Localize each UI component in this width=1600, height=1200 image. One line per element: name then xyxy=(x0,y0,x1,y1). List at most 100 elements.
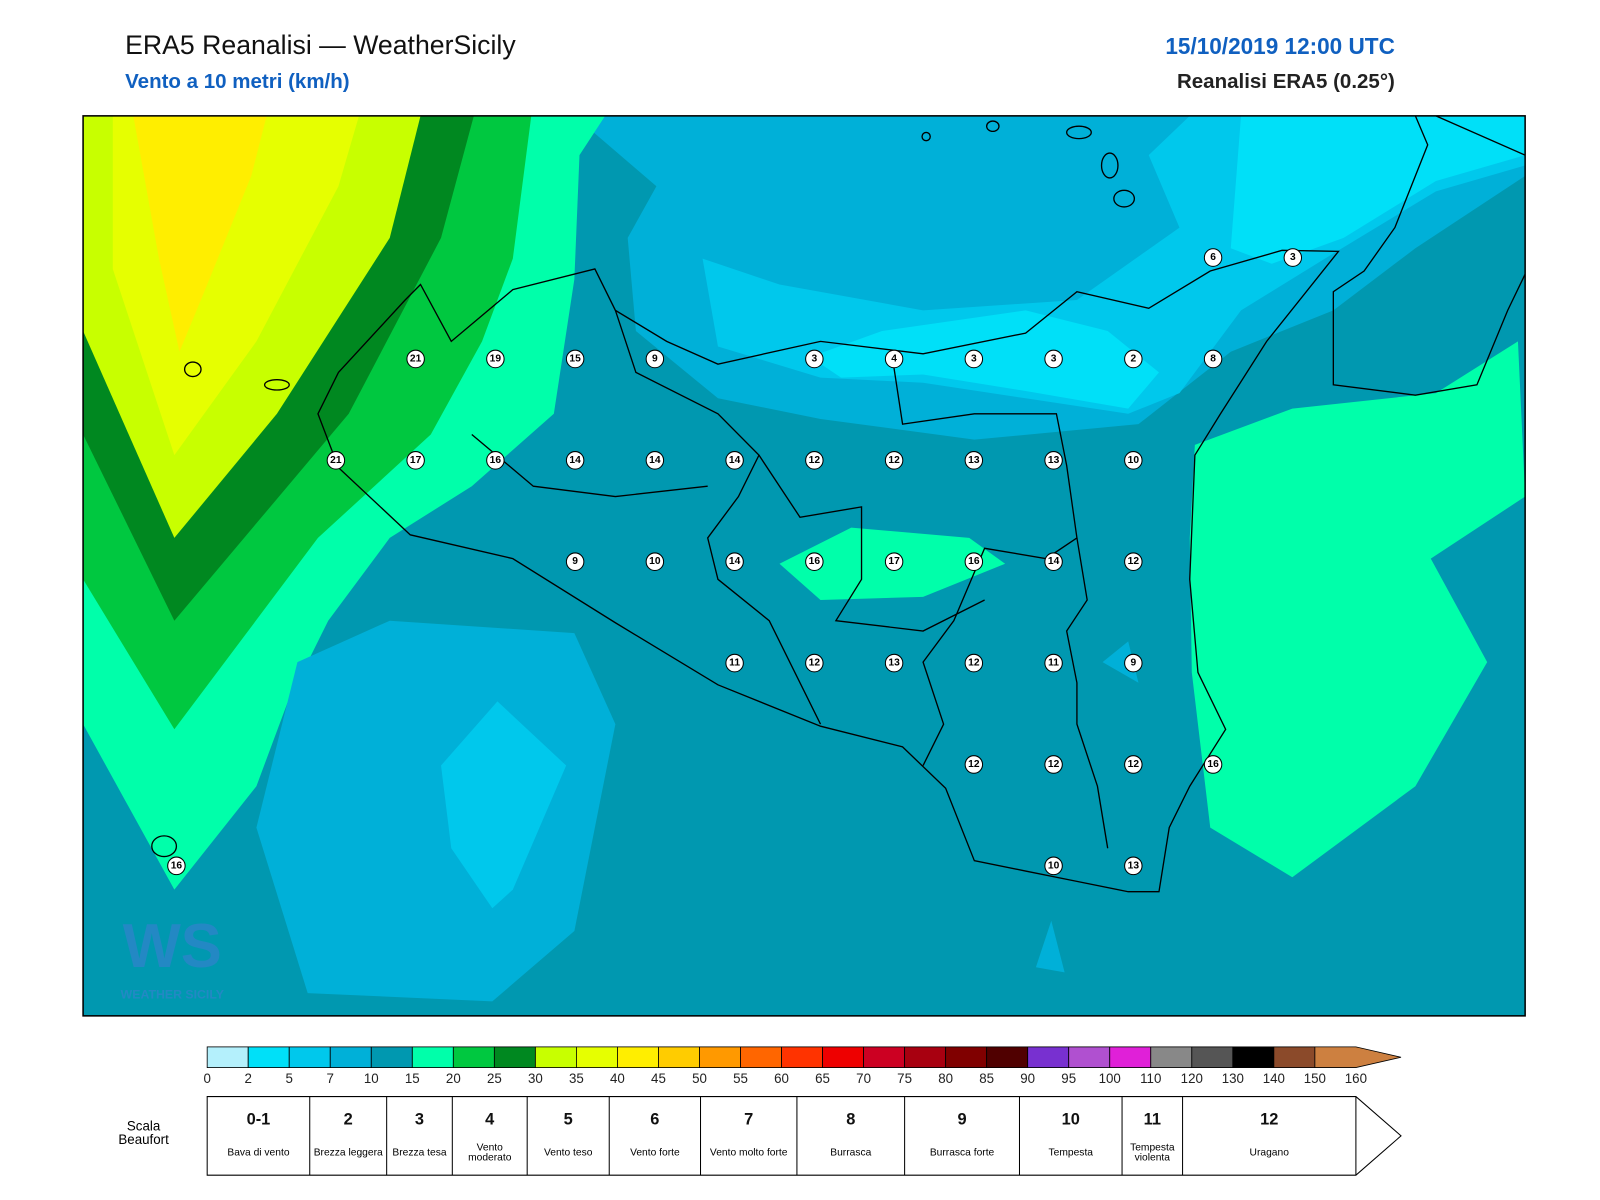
beaufort-scale: Scala Beaufort 0-1 Bava di vento 2 Brezza l… xyxy=(118,1096,1402,1176)
station-marker xyxy=(1124,552,1143,572)
station-value: 3 xyxy=(1290,252,1296,263)
station-marker xyxy=(884,552,904,572)
colorbar-tick-label: 40 xyxy=(610,1071,625,1086)
colorbar: 0 2 5 7 10 15 20 25 30 35 40 45 50 55 60 65 70 75 80 85 90 95… xyxy=(203,1046,1402,1086)
colorbar-tick-label: 30 xyxy=(528,1071,543,1086)
colorbar-tick-label: 50 xyxy=(692,1071,707,1086)
station-value: 13 xyxy=(968,455,980,466)
beaufort-force: 3 xyxy=(415,1110,424,1128)
station-marker xyxy=(1124,349,1143,369)
beaufort-label: Scala Beaufort xyxy=(118,1118,169,1148)
station-value: 12 xyxy=(809,658,821,669)
station-value: 4 xyxy=(891,353,897,364)
station-marker xyxy=(565,349,585,369)
colorbar-tick-label: 75 xyxy=(897,1071,912,1086)
beaufort-name: Bava di vento xyxy=(227,1147,290,1159)
colorbar-tick-label: 80 xyxy=(938,1071,953,1086)
station-value: 16 xyxy=(809,556,821,567)
colorbar-swatch xyxy=(288,1046,331,1068)
station-value: 12 xyxy=(1128,759,1140,770)
station-value: 14 xyxy=(569,455,581,466)
colorbar-tick-label: 2 xyxy=(244,1071,251,1086)
colorbar-swatch xyxy=(781,1046,823,1068)
station-value: 9 xyxy=(652,353,658,364)
colorbar-swatch xyxy=(1027,1046,1070,1068)
beaufort-force: 4 xyxy=(485,1110,495,1128)
colorbar-swatch xyxy=(740,1046,782,1068)
station-value: 15 xyxy=(569,353,581,364)
colorbar-swatch xyxy=(370,1046,413,1068)
beaufort-name-box: Vento moderato xyxy=(468,1142,512,1164)
colorbar-swatch xyxy=(411,1046,454,1068)
colorbar-swatch xyxy=(1232,1046,1275,1068)
colorbar-tick-label: 60 xyxy=(774,1071,789,1086)
beaufort-force: 8 xyxy=(846,1110,855,1128)
source: Reanalisi ERA5 (0.25°) xyxy=(1177,70,1395,93)
station-marker xyxy=(1203,755,1223,774)
station-marker xyxy=(565,552,585,572)
colorbar-swatch xyxy=(452,1046,495,1068)
beaufort-name: Uragano xyxy=(1249,1147,1289,1159)
station-value: 21 xyxy=(410,353,422,364)
colorbar-tick-label: 15 xyxy=(405,1071,420,1086)
colorbar-tick-label: 120 xyxy=(1181,1071,1203,1086)
station-marker xyxy=(645,349,665,369)
station-marker xyxy=(1044,552,1063,572)
beaufort-name-box: Tempesta violenta xyxy=(1130,1142,1175,1164)
station-marker xyxy=(805,653,824,673)
station-marker xyxy=(964,755,984,774)
station-value: 12 xyxy=(888,455,900,466)
colorbar-tick-label: 10 xyxy=(364,1071,379,1086)
beaufort-name-box: Vento forte xyxy=(630,1148,680,1158)
beaufort-name-box: Brezza leggera xyxy=(314,1148,383,1158)
colorbar-swatch xyxy=(1191,1046,1234,1068)
station-value: 19 xyxy=(490,353,502,364)
station-value: 3 xyxy=(1051,353,1057,364)
colorbar-swatch xyxy=(1068,1046,1111,1068)
station-value: 9 xyxy=(1130,658,1136,669)
logo-mark: WS xyxy=(123,912,222,981)
colorbar-tick-label: 7 xyxy=(327,1071,334,1086)
station-value: 8 xyxy=(1210,353,1216,364)
beaufort-force: 10 xyxy=(1062,1110,1080,1128)
beaufort-name: Tempesta xyxy=(1048,1147,1093,1159)
station-marker xyxy=(1203,349,1223,369)
station-marker xyxy=(1124,451,1143,470)
colorbar-tick-label: 20 xyxy=(446,1071,461,1086)
station-marker xyxy=(884,451,904,470)
beaufort-name: Vento teso xyxy=(543,1147,593,1159)
station-value: 16 xyxy=(490,455,502,466)
colorbar-tick-label: 140 xyxy=(1263,1071,1285,1086)
colorbar-swatch xyxy=(658,1046,700,1068)
colorbar-swatch xyxy=(904,1046,947,1068)
colorbar-tick-label: 85 xyxy=(979,1071,994,1086)
station-marker xyxy=(326,451,346,470)
map: WS WEATHER SICILY xyxy=(82,115,1526,1017)
station-marker xyxy=(167,856,186,876)
station-value: 13 xyxy=(1048,455,1060,466)
station-value: 14 xyxy=(1048,556,1060,567)
beaufort-name: Burrasca forte xyxy=(929,1147,995,1159)
colorbar-swatch xyxy=(247,1046,290,1068)
station-value: 14 xyxy=(729,556,741,567)
station-marker xyxy=(884,653,904,673)
beaufort-name-box: Vento teso xyxy=(543,1147,593,1159)
colorbar-tick-label: 55 xyxy=(733,1071,748,1086)
colorbar-tick-label: 70 xyxy=(856,1071,871,1086)
beaufort-name-box: Bava di vento xyxy=(227,1147,290,1159)
colorbar-swatch xyxy=(1150,1046,1193,1068)
station-marker xyxy=(406,349,425,369)
station-value: 13 xyxy=(1128,860,1140,871)
beaufort-name: Tempesta violenta xyxy=(1130,1142,1175,1164)
beaufort-name: Vento moderato xyxy=(468,1142,512,1164)
station-marker xyxy=(1044,856,1063,876)
colorbar-swatch xyxy=(822,1046,864,1068)
station-value: 12 xyxy=(968,759,980,770)
station-marker xyxy=(1283,248,1303,267)
station-value: 12 xyxy=(809,455,821,466)
colorbar-arrow xyxy=(1314,1046,1402,1069)
colorbar-tick-label: 110 xyxy=(1140,1071,1161,1086)
colorbar-tick-label: 100 xyxy=(1099,1071,1121,1086)
beaufort-name-box: Burrasca forte xyxy=(929,1147,995,1159)
colorbar-swatch xyxy=(493,1046,536,1068)
